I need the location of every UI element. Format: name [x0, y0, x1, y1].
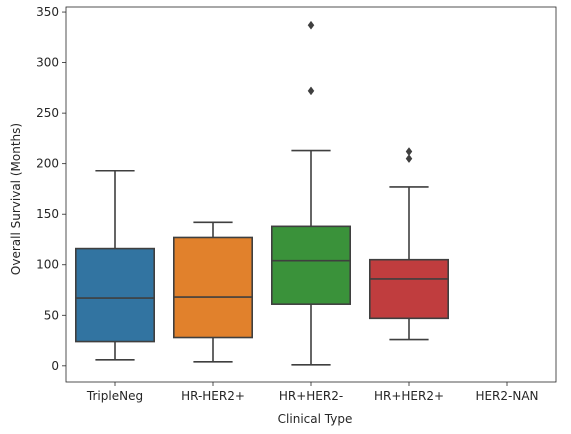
y-tick-label: 0 — [51, 359, 59, 373]
y-tick-label: 50 — [44, 308, 59, 322]
y-tick-label: 300 — [36, 56, 59, 70]
y-tick-label: 150 — [36, 207, 59, 221]
box-iqr — [75, 247, 156, 343]
outlier-point — [405, 154, 413, 164]
box-group — [270, 20, 351, 366]
outlier-point — [405, 147, 413, 156]
x-tick-label: TripleNeg — [86, 389, 143, 403]
outlier-point — [307, 86, 315, 96]
x-tick-label: HR+HER2- — [279, 389, 343, 403]
box-iqr — [368, 258, 449, 320]
x-tick-label: HER2-NAN — [475, 389, 538, 403]
box-iqr — [270, 225, 351, 305]
box-group — [368, 147, 449, 341]
y-tick-label: 250 — [36, 106, 59, 120]
box-iqr — [173, 236, 254, 339]
plot-marks — [75, 20, 449, 366]
box-group — [173, 221, 254, 363]
x-tick-label: HR+HER2+ — [374, 389, 444, 403]
axes: 0 50 100 150 200 250 300 350 TripleNeg HR-HER2+ HR… — [36, 5, 557, 403]
x-axis-label: Clinical Type — [278, 412, 353, 426]
outlier-point — [307, 20, 315, 30]
y-tick-label: 350 — [36, 5, 59, 19]
y-tick-label: 200 — [36, 157, 59, 171]
y-tick-label: 100 — [36, 258, 59, 272]
x-tick-label: HR-HER2+ — [181, 389, 245, 403]
y-axis-label: Overall Survival (Months) — [9, 123, 23, 275]
axis-labels: Clinical Type Overall Survival (Months) — [9, 123, 352, 426]
box-group — [75, 169, 156, 361]
